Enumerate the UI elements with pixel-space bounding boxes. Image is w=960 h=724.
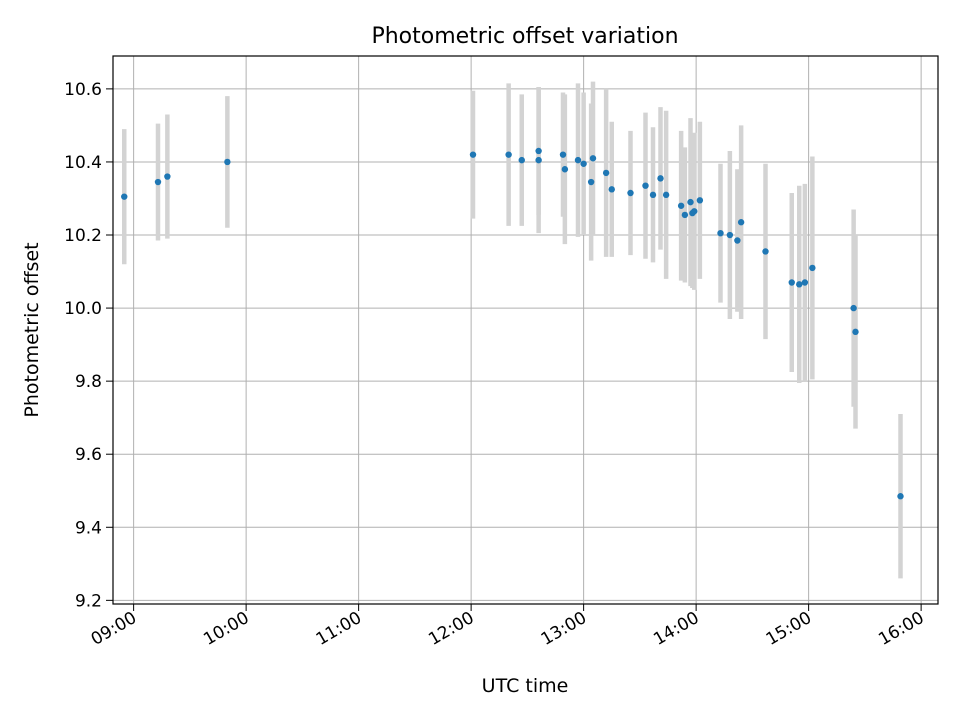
data-point	[589, 155, 597, 162]
data-point	[164, 173, 171, 180]
data-point	[687, 198, 694, 206]
data-point	[587, 178, 595, 186]
y-tick-label: 10.0	[64, 299, 102, 319]
data-point	[788, 279, 795, 286]
data-point	[505, 151, 512, 158]
data-point	[535, 156, 542, 164]
data-point	[677, 202, 685, 209]
x-axis-label: UTC time	[482, 675, 569, 697]
data-point	[717, 229, 724, 237]
data-point	[154, 178, 162, 186]
data-point	[762, 248, 769, 255]
y-tick-label: 9.2	[75, 591, 102, 611]
data-point	[559, 151, 567, 158]
data-point	[737, 219, 745, 226]
data-point	[850, 304, 857, 312]
data-point	[602, 169, 610, 177]
data-points	[121, 147, 904, 500]
y-tick-label: 9.8	[75, 372, 102, 392]
data-point	[681, 211, 689, 219]
data-point	[726, 231, 734, 239]
data-point	[561, 166, 569, 173]
y-axis-label: Photometric offset	[21, 242, 43, 417]
data-point	[224, 158, 231, 166]
data-point	[535, 147, 542, 155]
data-point	[657, 175, 664, 182]
data-point	[649, 191, 657, 199]
data-point	[801, 279, 809, 286]
y-tick-label: 10.2	[64, 226, 102, 246]
data-point	[734, 237, 741, 244]
data-point	[574, 156, 582, 164]
data-point	[696, 197, 704, 204]
data-point	[608, 186, 615, 193]
data-point	[121, 193, 128, 200]
data-point	[662, 191, 670, 199]
data-point	[691, 208, 698, 215]
plot-frame	[112, 55, 939, 605]
y-tick-label: 9.6	[75, 445, 102, 465]
y-tick-label: 10.4	[64, 153, 102, 173]
data-point	[469, 151, 477, 158]
data-point	[809, 264, 816, 272]
data-point	[852, 328, 859, 336]
y-tick-label: 10.6	[64, 80, 102, 100]
chart-title: Photometric offset variation	[371, 24, 678, 49]
data-point	[897, 493, 904, 500]
data-point	[642, 182, 649, 189]
data-point	[627, 189, 634, 197]
data-point	[796, 281, 803, 288]
data-point	[580, 160, 587, 167]
data-point	[518, 156, 525, 164]
y-axis-ticks: 9.2 9.4 9.6 9.8 10.0 10.2 10.4 10.6	[64, 80, 113, 611]
y-tick-label: 9.4	[75, 518, 102, 538]
